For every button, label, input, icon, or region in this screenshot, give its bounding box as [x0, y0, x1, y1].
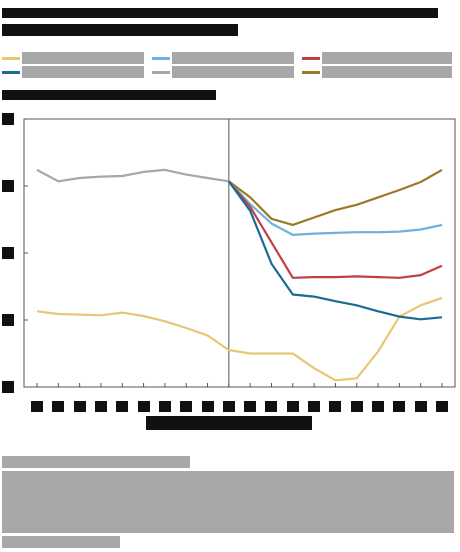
x-tick-label	[31, 401, 43, 412]
series-line-1	[36, 168, 229, 183]
legend-swatch-6	[302, 71, 320, 74]
legend-swatch-3	[302, 57, 320, 60]
x-tick-label	[350, 401, 363, 412]
y-tick-label-4	[2, 113, 14, 125]
x-tick-label	[308, 401, 321, 412]
note-line-last	[2, 536, 120, 548]
legend-swatch-4	[2, 71, 20, 74]
legend-label-1	[22, 52, 144, 64]
y-tick-label-1	[2, 314, 14, 326]
legend-item-6	[302, 66, 456, 78]
legend-label-4	[22, 66, 144, 78]
note-line-1	[2, 456, 190, 468]
legend-item-5	[152, 66, 298, 78]
legend-item-4	[2, 66, 148, 78]
x-tick-label	[94, 401, 107, 412]
series-line-5	[227, 180, 443, 279]
x-tick-label	[116, 401, 129, 412]
legend-swatch-5	[152, 71, 170, 74]
x-tick-label	[158, 401, 171, 412]
x-tick-label	[265, 401, 278, 412]
legend-swatch-1	[2, 57, 20, 60]
x-tick-label	[372, 401, 385, 412]
series-line-3	[228, 168, 443, 226]
series-line-6	[227, 180, 443, 321]
legend-item-1	[2, 52, 148, 64]
x-tick-label	[414, 401, 427, 412]
x-tick-label	[52, 401, 65, 412]
legend-label-6	[322, 66, 452, 78]
x-tick-label	[436, 401, 448, 412]
legend-label-5	[172, 66, 294, 78]
x-tick-label	[393, 401, 406, 412]
x-tick-label	[137, 401, 150, 412]
y-tick-label-2	[2, 247, 14, 259]
series-line-4	[227, 180, 443, 236]
x-tick-label	[286, 401, 299, 412]
series-line-2	[36, 296, 443, 382]
legend-label-2	[172, 52, 294, 64]
x-tick-label	[201, 401, 214, 412]
x-tick-label	[222, 401, 235, 412]
x-tick-label	[244, 401, 257, 412]
x-tick-label	[73, 401, 86, 412]
legend-item-3	[302, 52, 456, 64]
plot-frame	[23, 118, 456, 388]
x-tick-label	[329, 401, 342, 412]
x-axis-label	[146, 416, 312, 430]
y-tick-label-3	[2, 180, 14, 192]
legend-swatch-2	[152, 57, 170, 60]
legend-item-2	[152, 52, 298, 64]
x-tick-label	[180, 401, 193, 412]
y-tick-label-0	[2, 381, 14, 393]
note-block	[2, 471, 454, 533]
unit-label	[2, 90, 216, 100]
legend-label-3	[322, 52, 452, 64]
title-line-1	[2, 8, 438, 18]
title-line-2	[2, 24, 238, 36]
